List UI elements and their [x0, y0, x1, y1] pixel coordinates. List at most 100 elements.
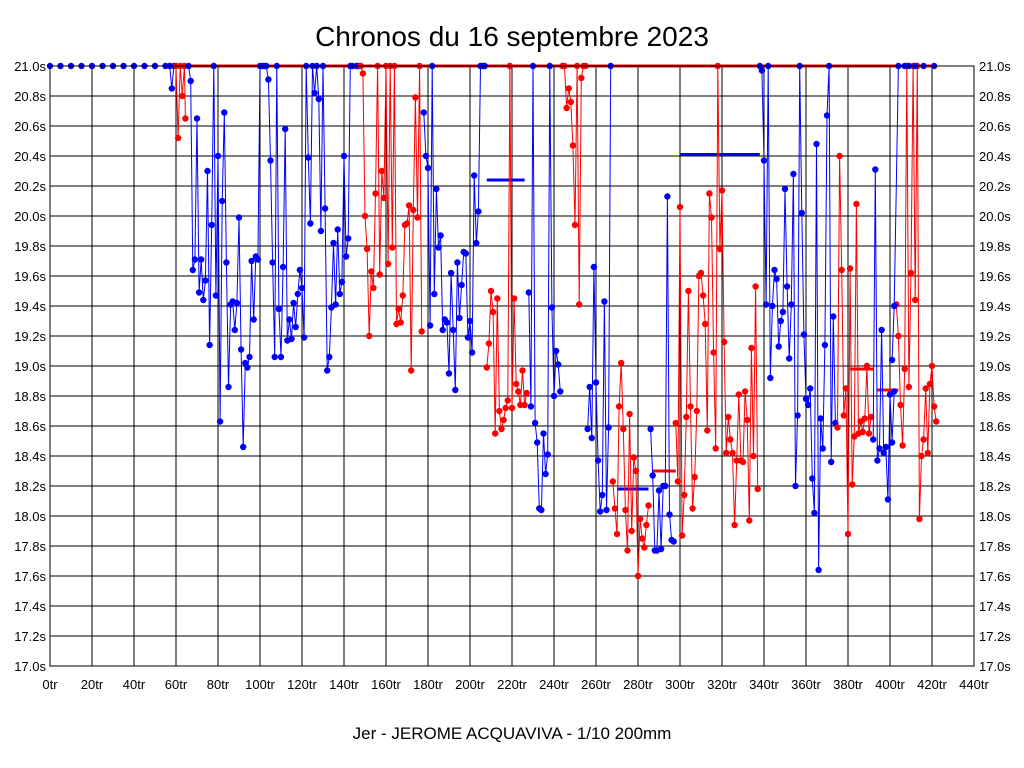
y-tick-label-right-5: 18.0s [979, 509, 1011, 524]
series-6-point-7 [540, 430, 547, 437]
series-9-point-1 [611, 505, 619, 512]
series-2-point-58 [307, 220, 314, 227]
series-2-point-6 [198, 256, 205, 263]
series-3-point-26 [412, 94, 419, 101]
series-8-point-10 [605, 424, 612, 431]
series-9-point-11 [632, 467, 640, 475]
series-3-point-27 [414, 214, 421, 221]
y-tick-label-right-1: 17.2s [979, 629, 1011, 644]
series-12-point-13 [783, 283, 791, 290]
series-2-point-69 [330, 239, 337, 247]
x-tick-label-1: 20tr [81, 677, 104, 692]
series-2-point-18 [223, 259, 230, 266]
series-14-point-2 [874, 457, 881, 464]
series-1-point-5 [182, 115, 189, 122]
series-8-point-8 [601, 298, 608, 305]
series-11-point-36 [748, 344, 755, 352]
series-6 [525, 62, 564, 514]
series-12-point-29 [817, 415, 824, 422]
series-13-point-16 [867, 413, 875, 421]
series-11-point-4 [681, 491, 688, 499]
series-5-point-2 [487, 287, 495, 295]
series-14-point-0 [870, 436, 877, 443]
y-tick-label-right-4: 17.8s [979, 539, 1011, 554]
series-11-point-2 [676, 203, 684, 211]
series-1 [172, 62, 189, 142]
series-12-point-35 [830, 313, 837, 320]
series-12-point-2 [760, 157, 768, 164]
series-10-point-7 [662, 482, 669, 490]
series-5-point-19 [523, 389, 530, 397]
series-15-point-13 [920, 436, 927, 443]
series-15-point-12 [918, 452, 925, 460]
y-tick-label-left-18: 20.6s [14, 119, 46, 134]
series-6-point-6 [538, 506, 545, 514]
series-9 [609, 359, 652, 580]
y-tick-label-right-12: 19.4s [979, 299, 1011, 314]
series-11-point-26 [727, 436, 734, 443]
series-7-point-2 [563, 104, 570, 112]
series-4-point-24 [471, 172, 478, 179]
series-15-point-7 [907, 269, 915, 277]
series-12 [756, 62, 839, 574]
series-5-point-13 [510, 295, 518, 302]
y-tick-label-right-11: 19.2s [979, 329, 1011, 344]
series-2-point-17 [221, 109, 228, 116]
series-3-point-10 [378, 167, 385, 175]
series-2-point-52 [294, 290, 301, 298]
series-11-point-25 [725, 413, 732, 421]
series-11 [672, 62, 761, 539]
series-4-point-12 [445, 370, 453, 377]
y-tick-label-right-18: 20.6s [979, 119, 1011, 134]
series-10-point-1 [649, 472, 656, 479]
series-2-point-40 [269, 259, 276, 266]
x-tick-label-4: 80tr [207, 677, 230, 692]
y-tick-label-right-20: 21.0s [979, 59, 1011, 74]
x-tick-label-20: 400tr [875, 677, 905, 692]
series-4-point-1 [422, 152, 430, 160]
plot-border [49, 65, 975, 667]
series-1-point-1 [174, 134, 182, 142]
series-15-point-14 [922, 385, 929, 392]
y-tick-label-left-20: 21.0s [14, 59, 46, 74]
series-2-point-23 [233, 299, 241, 307]
y-tick-label-left-2: 17.4s [14, 599, 46, 614]
series-9-point-13 [636, 515, 644, 523]
series-2-point-29 [246, 353, 253, 361]
y-tick-label-left-6: 18.2s [14, 479, 46, 494]
series-4-point-17 [456, 314, 463, 322]
series-7-point-6 [571, 221, 579, 229]
y-tick-label-right-7: 18.4s [979, 449, 1011, 464]
series-2-point-43 [275, 305, 283, 313]
series-10-line [650, 196, 674, 551]
y-tick-label-right-16: 20.2s [979, 179, 1011, 194]
series-3-point-3 [363, 245, 371, 253]
series-3-point-2 [361, 212, 369, 220]
series-12-point-32 [823, 112, 831, 119]
series-14-point-9 [888, 439, 896, 446]
series-11-point-39 [754, 485, 761, 493]
y-tick-label-left-5: 18.0s [14, 509, 46, 524]
x-tick-label-2: 40tr [123, 677, 146, 692]
series-2-point-39 [267, 157, 274, 164]
series-16-point-1 [891, 302, 898, 310]
series-6-point-8 [542, 470, 549, 478]
series-2-point-76 [345, 235, 352, 242]
x-axis-ticks: 0tr 20tr 40tr 60tr 80tr 100tr 120tr 140tr 160tr 1… [42, 677, 989, 692]
series-10-point-4 [655, 487, 663, 494]
series-12-point-21 [800, 331, 808, 338]
series-11-point-23 [720, 338, 728, 346]
series-5-point-1 [485, 340, 493, 347]
series-2-point-60 [311, 89, 318, 97]
series-14-point-7 [884, 496, 892, 503]
series-11-point-38 [752, 283, 759, 290]
series-15-point-11 [916, 515, 923, 523]
series-15-point-15 [924, 449, 931, 457]
series-14 [870, 166, 898, 503]
series-11-point-1 [674, 478, 682, 485]
x-tick-label-21: 420tr [917, 677, 947, 692]
series-13-point-2 [838, 266, 845, 274]
x-tick-label-14: 280tr [623, 677, 653, 692]
series-2-point-70 [332, 301, 339, 308]
y-tick-label-left-14: 19.8s [14, 239, 46, 254]
